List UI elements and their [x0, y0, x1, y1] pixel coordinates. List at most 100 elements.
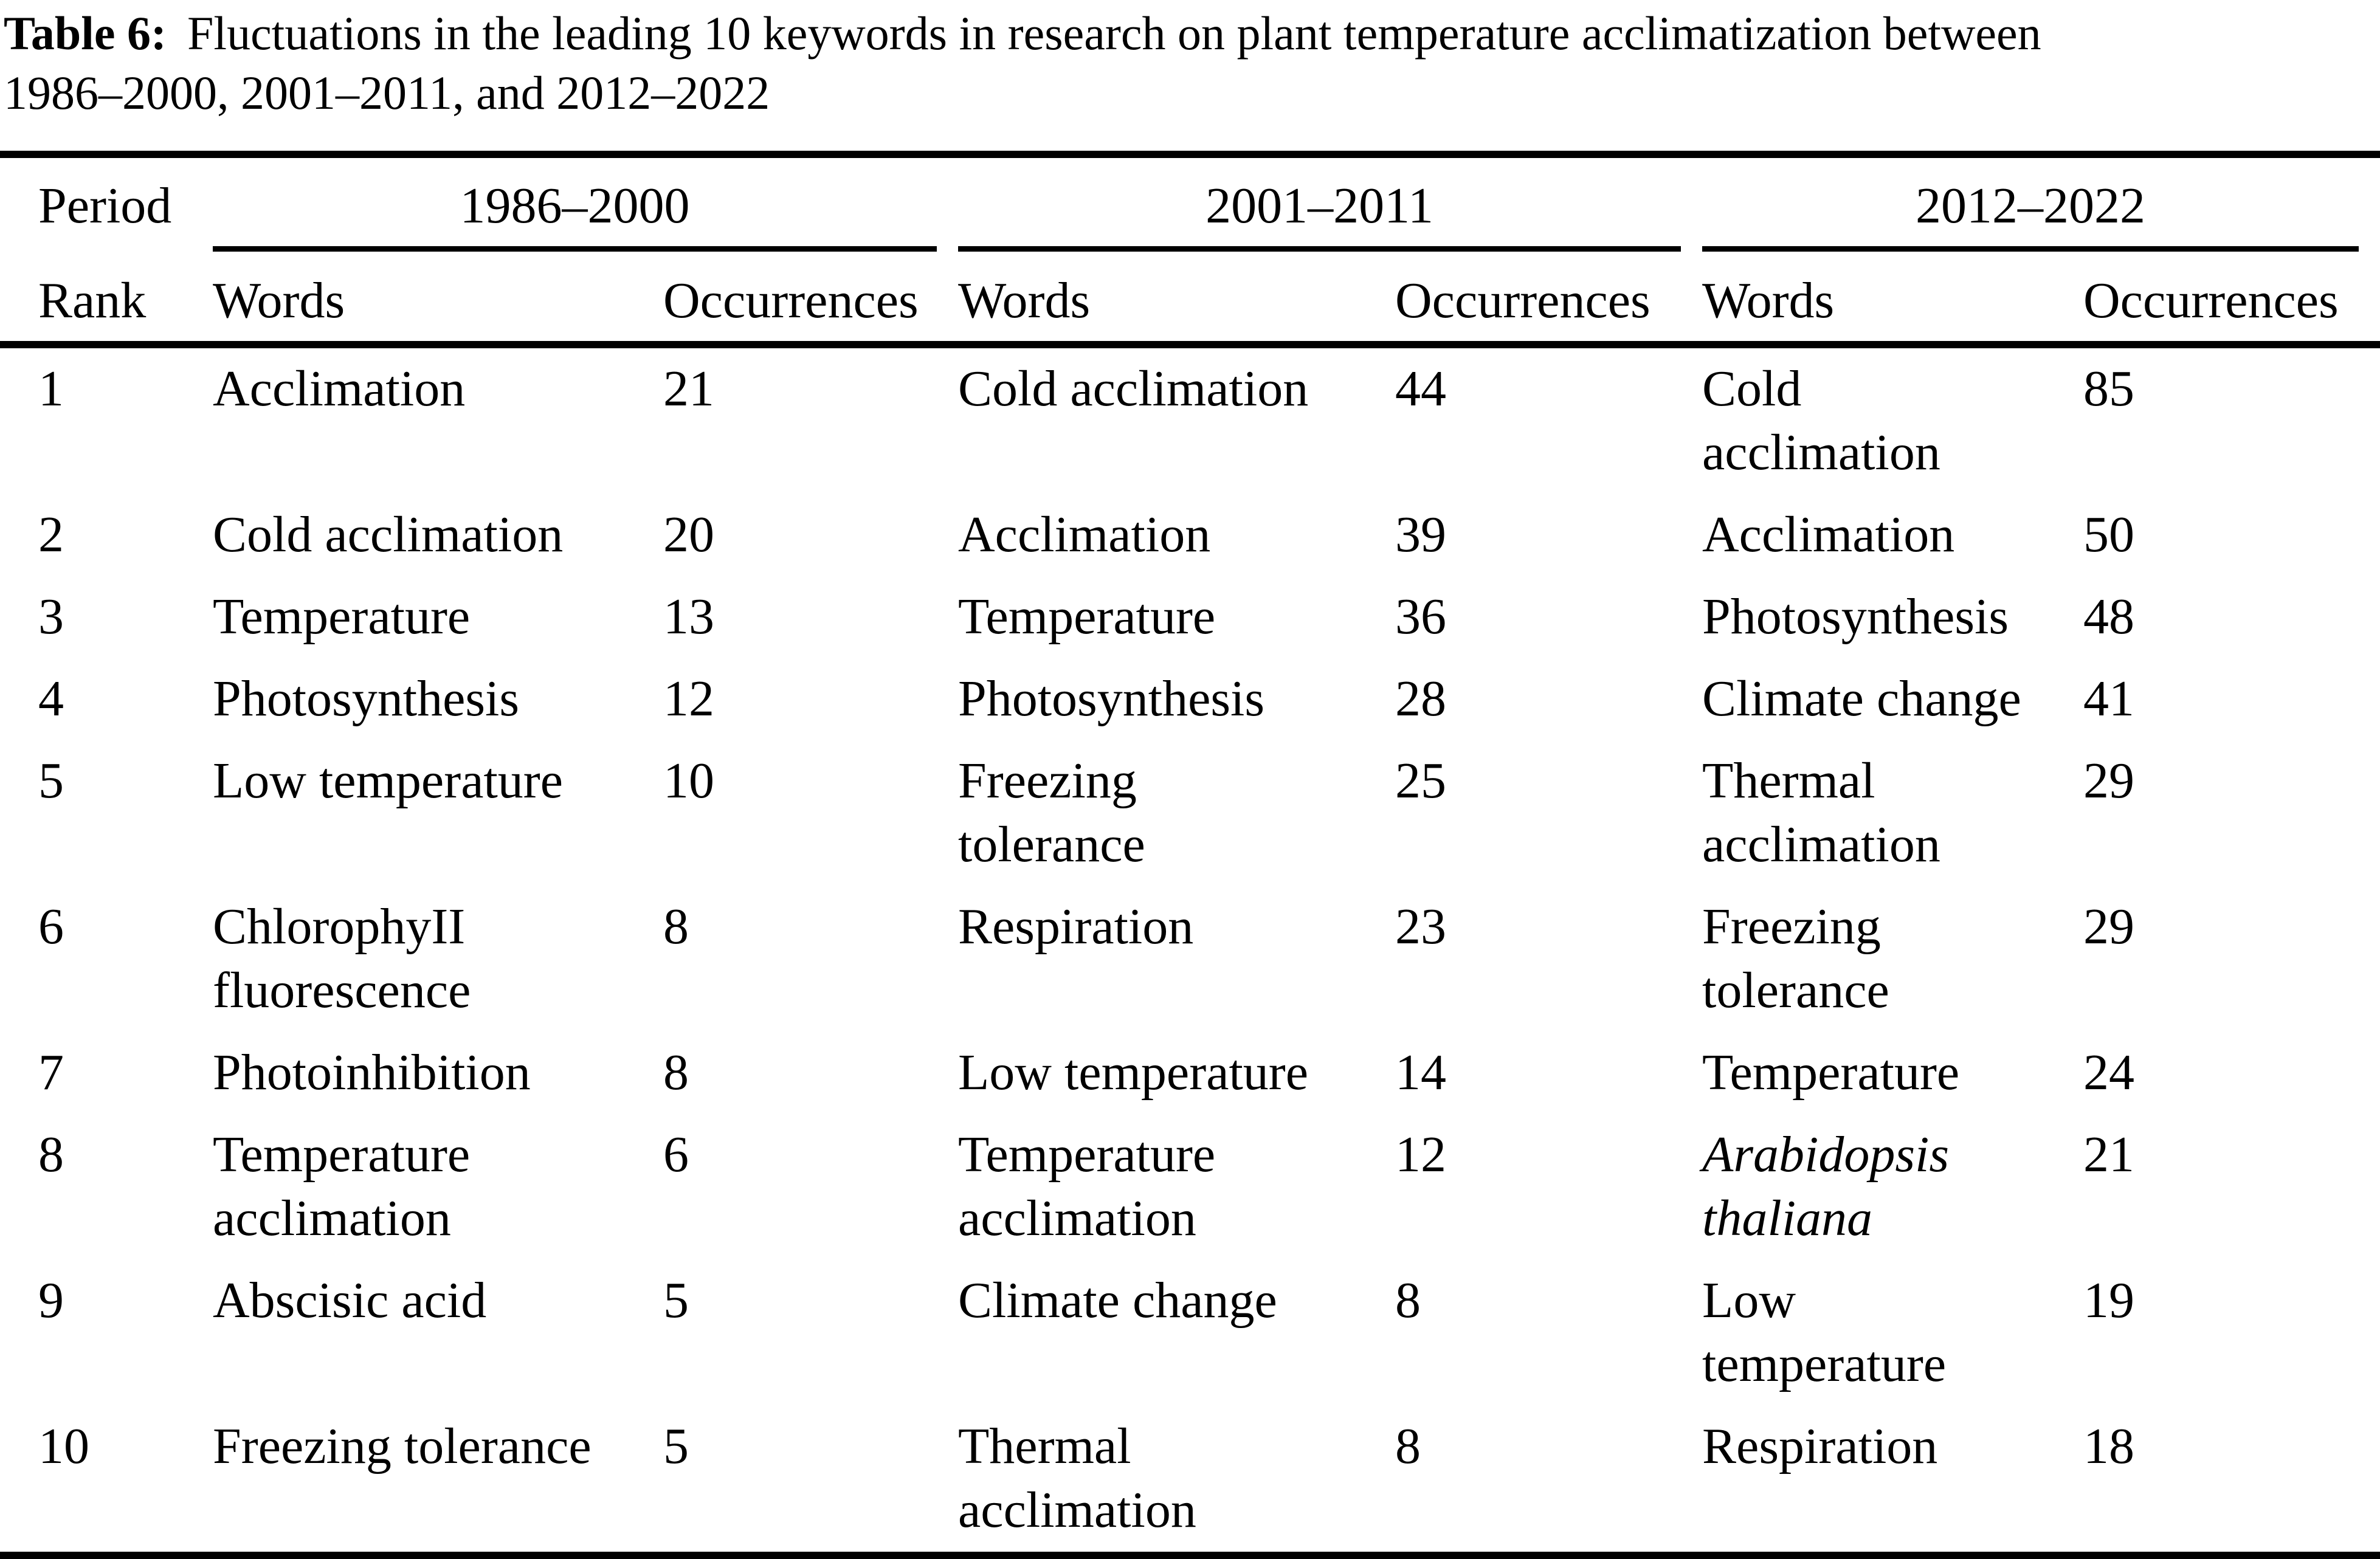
rank-cell: 9: [38, 1272, 64, 1329]
occurrences-cell: 24: [2083, 1044, 2135, 1101]
occurrences-cell: 13: [663, 588, 714, 645]
rank-cell: 4: [38, 670, 64, 727]
occurrences-cell: 25: [1395, 752, 1446, 809]
period-group-1-label: 1986–2000: [213, 174, 937, 252]
table-row: 5 Low temperature 10 Freezing tolerance 25 Th…: [0, 740, 2380, 886]
rank-column-header: Rank: [0, 252, 213, 348]
words-cell: Climate change: [1702, 670, 2021, 727]
words-cell: Temperature acclimation: [958, 1126, 1216, 1247]
words-column-header-2: Words: [958, 252, 1395, 348]
words-cell: Respiration: [1702, 1418, 1938, 1475]
rank-cell: 2: [38, 506, 64, 563]
words-cell: Temperature: [1702, 1044, 1960, 1101]
occurrences-cell: 19: [2083, 1272, 2135, 1329]
occurrences-cell: 21: [2083, 1126, 2135, 1183]
table-row: 8 Temperature acclimation 6 Temperature acc…: [0, 1114, 2380, 1260]
words-cell: Cold acclimation: [958, 360, 1309, 417]
words-cell: Freezing tolerance: [213, 1418, 592, 1475]
rank-cell: 8: [38, 1126, 64, 1183]
occurrences-cell: 48: [2083, 588, 2135, 645]
words-column-header-3: Words: [1702, 252, 2084, 348]
column-header-row: Rank Words Occurrences Words Occurrences…: [0, 252, 2380, 348]
occurrences-cell: 28: [1395, 670, 1446, 727]
words-cell: Thermal acclimation: [1702, 752, 1940, 873]
period-group-1: 1986–2000: [213, 154, 958, 252]
rank-cell: 3: [38, 588, 64, 645]
occurrences-cell: 8: [663, 1044, 689, 1101]
occurrences-column-header-1: Occurrences: [663, 252, 958, 348]
occurrences-cell: 10: [663, 752, 714, 809]
words-cell: Photosynthesis: [213, 670, 520, 727]
occurrences-cell: 50: [2083, 506, 2135, 563]
occurrences-cell: 29: [2083, 752, 2135, 809]
table-row: 9 Abscisic acid 5 Climate change 8 Low temper…: [0, 1260, 2380, 1406]
words-cell: Photoinhibition: [213, 1044, 531, 1101]
table-row: 6 ChlorophyII fluorescence 8 Respiration 23 F…: [0, 886, 2380, 1032]
occurrences-cell: 21: [663, 360, 714, 417]
table-row: 3 Temperature 13 Temperature 36 Photosynthesi…: [0, 576, 2380, 658]
occurrences-cell: 36: [1395, 588, 1446, 645]
table-row: 4 Photosynthesis 12 Photosynthesis 28 Climate…: [0, 658, 2380, 740]
words-cell: Cold acclimation: [213, 506, 564, 563]
period-group-2: 2001–2011: [958, 154, 1702, 252]
occurrences-cell: 39: [1395, 506, 1446, 563]
table-caption: Table 6: Fluctuations in the leading 10 k…: [4, 4, 2378, 123]
occurrences-cell: 23: [1395, 898, 1446, 955]
words-cell: Abscisic acid: [213, 1272, 487, 1329]
words-cell: Arabidopsis thaliana: [1702, 1126, 1950, 1247]
table-caption-text: Fluctuations in the leading 10 keywords …: [4, 7, 2041, 119]
occurrences-cell: 41: [2083, 670, 2135, 727]
table-caption-label: Table 6:: [4, 7, 167, 60]
table-row: 1 Acclimation 21 Cold acclimation 44 Cold acc…: [0, 345, 2380, 494]
occurrences-cell: 12: [1395, 1126, 1446, 1183]
words-cell: Acclimation: [958, 506, 1211, 563]
table-row: 2 Cold acclimation 20 Acclimation 39 Acclimat…: [0, 494, 2380, 576]
rank-cell: 6: [38, 898, 64, 955]
words-cell: Cold acclimation: [1702, 360, 1940, 481]
period-header-row: Period 1986–2000 2001–2011 2012–2022: [0, 154, 2380, 252]
words-cell: Low temperature: [213, 752, 564, 809]
occurrences-cell: 29: [2083, 898, 2135, 955]
occurrences-cell: 85: [2083, 360, 2135, 417]
occurrences-column-header-3: Occurrences: [2083, 252, 2380, 348]
table-row: 10 Freezing tolerance 5 Thermal acclimation…: [0, 1406, 2380, 1555]
occurrences-cell: 6: [663, 1126, 689, 1183]
words-cell: Freezing tolerance: [958, 752, 1145, 873]
words-cell: Respiration: [958, 898, 1194, 955]
words-cell: Temperature: [958, 588, 1216, 645]
occurrences-cell: 8: [1395, 1418, 1421, 1475]
occurrences-cell: 5: [663, 1272, 689, 1329]
words-cell: Temperature acclimation: [213, 1126, 471, 1247]
keywords-table: Period 1986–2000 2001–2011 2012–2022 Ran…: [0, 151, 2380, 1559]
words-cell: Freezing tolerance: [1702, 898, 1889, 1019]
paper-page: Table 6: Fluctuations in the leading 10 k…: [0, 4, 2380, 1559]
occurrences-cell: 5: [663, 1418, 689, 1475]
words-cell: Photosynthesis: [1702, 588, 2009, 645]
words-cell: Climate change: [958, 1272, 1277, 1329]
occurrences-cell: 8: [663, 898, 689, 955]
occurrences-cell: 14: [1395, 1044, 1446, 1101]
period-group-2-label: 2001–2011: [958, 174, 1682, 252]
period-label: Period: [38, 177, 172, 234]
words-cell: Thermal acclimation: [958, 1418, 1196, 1538]
occurrences-cell: 12: [663, 670, 714, 727]
occurrences-cell: 8: [1395, 1272, 1421, 1329]
rank-cell: 5: [38, 752, 64, 809]
words-cell: Temperature: [213, 588, 471, 645]
words-cell: Acclimation: [1702, 506, 1955, 563]
occurrences-cell: 44: [1395, 360, 1446, 417]
rank-cell: 7: [38, 1044, 64, 1101]
words-cell: ChlorophyII fluorescence: [213, 898, 471, 1019]
words-cell: Photosynthesis: [958, 670, 1265, 727]
rank-cell: 1: [38, 360, 64, 417]
words-cell: Low temperature: [958, 1044, 1309, 1101]
period-group-3-label: 2012–2022: [1702, 174, 2359, 252]
table-row: 7 Photoinhibition 8 Low temperature 14 Temper…: [0, 1032, 2380, 1114]
words-cell: Acclimation: [213, 360, 466, 417]
words-cell: Low temperature: [1702, 1272, 1947, 1392]
occurrences-column-header-2: Occurrences: [1395, 252, 1703, 348]
period-group-3: 2012–2022: [1702, 154, 2380, 252]
occurrences-cell: 18: [2083, 1418, 2135, 1475]
rank-cell: 10: [38, 1418, 89, 1475]
words-column-header-1: Words: [213, 252, 663, 348]
